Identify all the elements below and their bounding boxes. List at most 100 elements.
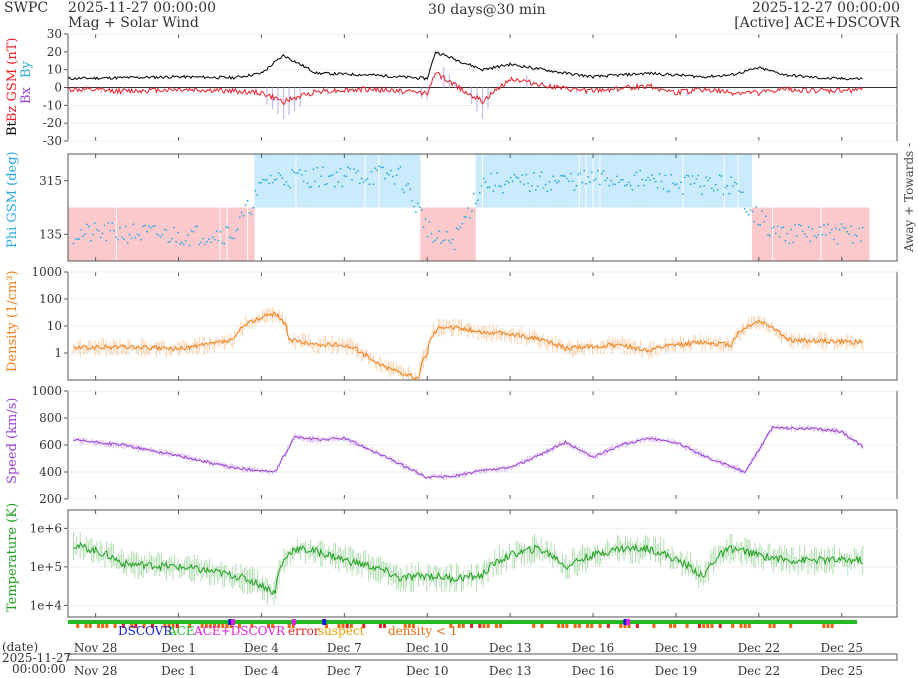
quality-flag (167, 624, 171, 628)
phi-point (546, 190, 549, 193)
phi-point (741, 191, 744, 194)
phi-point (221, 242, 224, 244)
quality-flag (150, 624, 154, 628)
phi-away-band (171, 207, 179, 261)
density-ylabel: Density (1/cm³) (5, 270, 20, 372)
phi-point (531, 185, 533, 187)
phi-point (819, 226, 822, 229)
phi-point (93, 222, 96, 225)
phi-away-band (247, 207, 255, 261)
quality-flag (577, 624, 581, 628)
xaxis-label-bottom: Dec 22 (738, 664, 781, 678)
phi-point (177, 231, 179, 234)
phi-point (693, 182, 696, 185)
phi-point (656, 186, 659, 189)
phi-point (848, 233, 851, 236)
phi-point (324, 183, 326, 186)
phi-towards-band (330, 154, 338, 208)
phi-point (386, 172, 388, 175)
phi-point (838, 228, 841, 231)
quality-flag (561, 624, 565, 628)
quality-flag (345, 624, 349, 628)
phi-point (192, 230, 195, 233)
phi-towards-band (558, 154, 566, 208)
phi-point (194, 226, 197, 228)
phi-point (496, 172, 498, 174)
phi-point (424, 218, 427, 221)
quality-flag (772, 624, 776, 628)
phi-point (90, 239, 92, 242)
temperature-ytick-label: 1e+4 (30, 598, 63, 612)
phi-away-band (461, 207, 469, 261)
phi-away-band (814, 207, 822, 261)
phi-point (558, 180, 560, 183)
phi-point (498, 185, 500, 187)
phi-point (312, 168, 315, 171)
legend-dscovr: DSCOVR (118, 624, 173, 638)
phi-point (163, 228, 166, 231)
phi-point (111, 222, 114, 225)
temperature-ylabel: Temperature (K) (5, 503, 20, 612)
phi-towards-band (406, 154, 414, 208)
phi-away-band (185, 207, 193, 261)
quality-flag (200, 624, 204, 628)
phi-away-band (848, 207, 856, 261)
phi-point (196, 225, 199, 228)
phi-point (600, 172, 603, 175)
quality-flag (378, 624, 382, 628)
phi-point (563, 175, 566, 178)
phi-point (825, 234, 827, 236)
phi-point (453, 248, 456, 251)
quality-flag (461, 624, 465, 628)
phi-point (264, 179, 266, 181)
phi-away-band (765, 207, 773, 261)
phi-point (291, 169, 293, 171)
phi-towards-band (358, 154, 366, 208)
phi-away-band (786, 207, 794, 261)
phi-point (631, 188, 634, 191)
phi-point (740, 191, 742, 194)
phi-point (74, 238, 77, 240)
phi-point (451, 238, 454, 241)
phi-point (480, 185, 483, 187)
phi-point (533, 171, 535, 174)
source-marker (322, 619, 327, 625)
phi-point (355, 171, 357, 174)
phi-point (384, 177, 386, 180)
quality-flag (362, 624, 366, 628)
speed-ylabel: Speed (km/s) (5, 398, 20, 484)
phi-point (103, 224, 106, 227)
phi-away-band (137, 207, 145, 261)
phi-point (289, 186, 292, 189)
phi-ytick-label: 315 (39, 174, 62, 188)
phi-point (287, 184, 290, 187)
phi-point (134, 236, 137, 239)
phi-point (407, 182, 410, 185)
phi-point (803, 233, 806, 236)
phi-towards-band (724, 154, 732, 208)
phi-point (395, 174, 398, 177)
phi-point (190, 230, 193, 232)
phi-point (649, 179, 651, 182)
phi-away-band (178, 207, 186, 261)
xaxis-label-bottom: Dec 13 (489, 664, 532, 678)
legend-density-low: density < 1 (388, 624, 458, 638)
xaxis-label-bottom: Dec 16 (572, 664, 615, 678)
phi-away-band (150, 207, 159, 261)
phi-towards-band (544, 154, 552, 208)
phi-point (579, 172, 582, 174)
phi-towards-band (295, 154, 304, 208)
quality-flag (130, 624, 134, 628)
start-time: 2025-11-27 00:00:00 (68, 0, 217, 16)
mag-ytick-label: 30 (47, 27, 62, 41)
phi-point (712, 189, 715, 192)
phi-point (239, 216, 241, 219)
quality-flag (669, 624, 673, 628)
phi-point (681, 193, 684, 196)
xaxis-label-bottom: Dec 10 (406, 664, 449, 678)
quality-flag (478, 624, 482, 628)
phi-point (641, 178, 644, 181)
phi-point (366, 177, 369, 180)
phi-point (378, 165, 381, 168)
phi-point (380, 166, 382, 169)
